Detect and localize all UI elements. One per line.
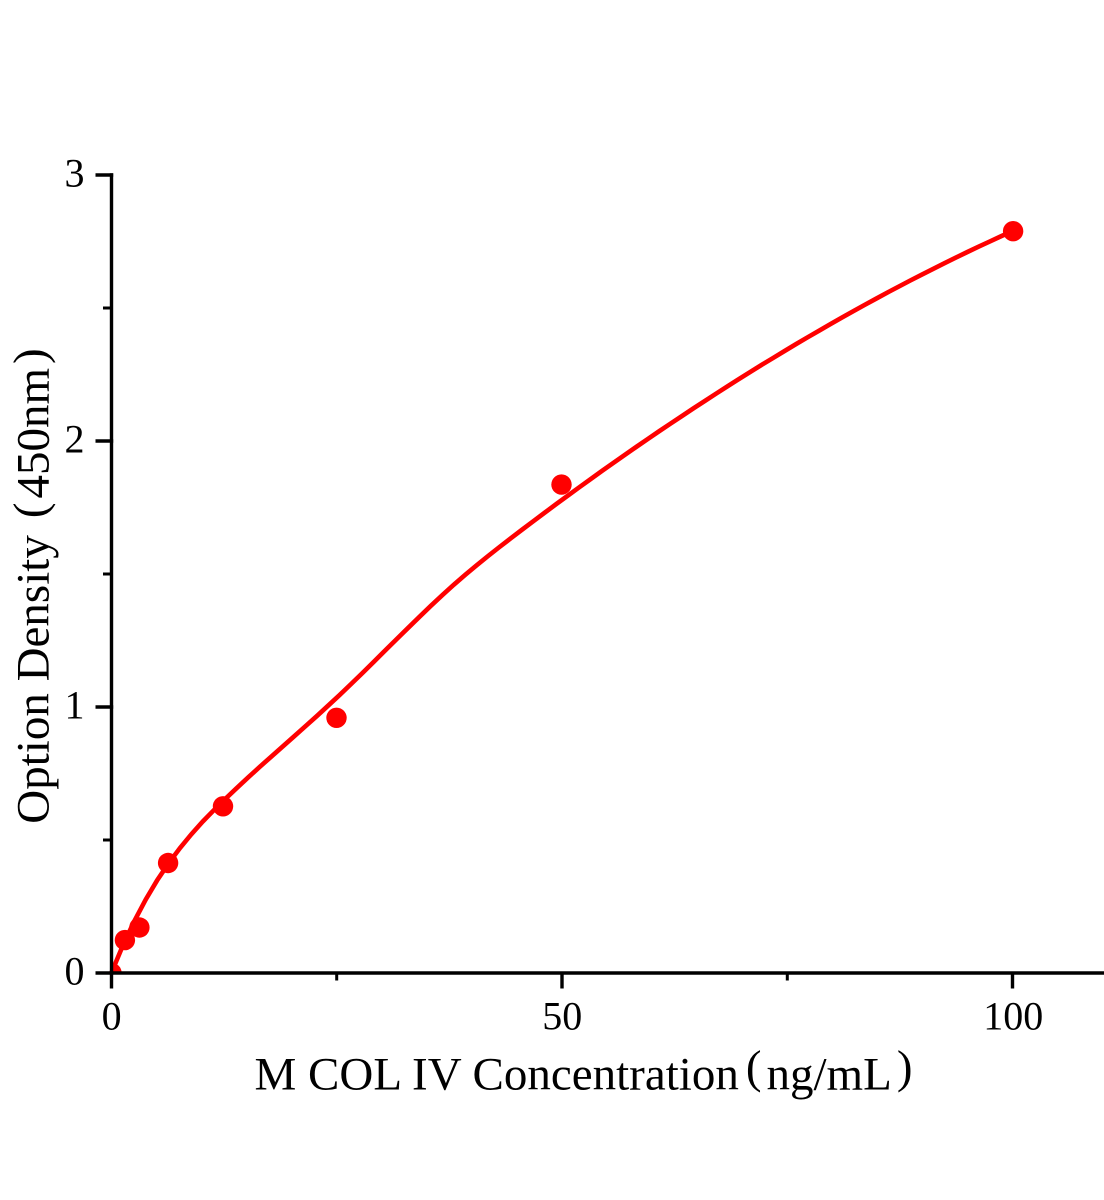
svg-text:0: 0 (65, 949, 85, 994)
svg-text:M COL IV Concentration(ng/mL): M COL IV Concentration(ng/mL) (255, 1042, 913, 1101)
svg-text:1: 1 (65, 683, 85, 728)
svg-text:3: 3 (65, 151, 85, 196)
svg-text:0: 0 (102, 994, 122, 1039)
svg-text:100: 100 (983, 994, 1043, 1039)
svg-text:Option Density(450nm): Option Density(450nm) (5, 348, 60, 823)
svg-text:2: 2 (65, 417, 85, 462)
svg-text:50: 50 (542, 994, 582, 1039)
